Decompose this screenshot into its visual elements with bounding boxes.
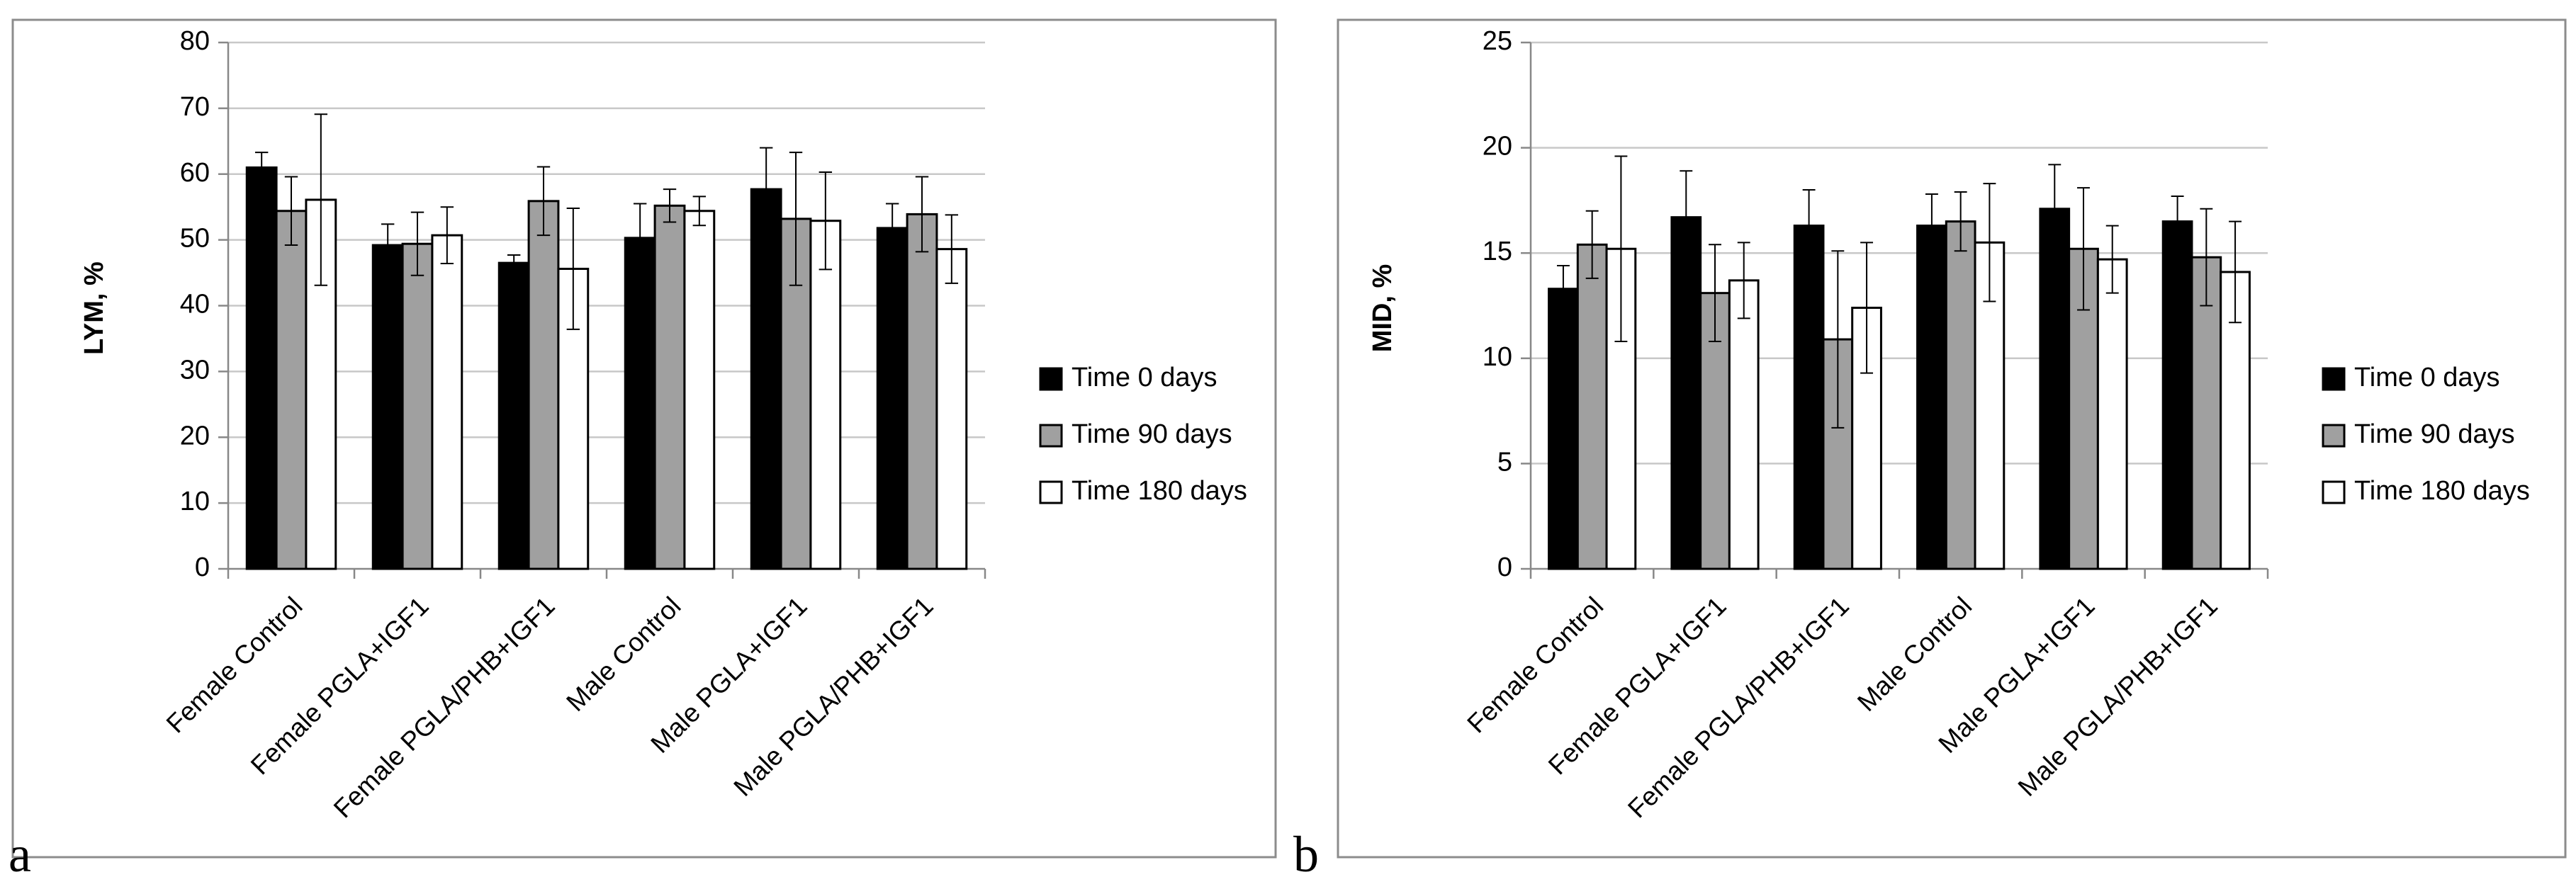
panel-b-bar <box>1576 243 1608 570</box>
panel-b-bar <box>1670 216 1702 570</box>
panel-a-bar <box>750 188 782 570</box>
panel-a-bar <box>624 237 656 570</box>
panel-a-legend-label: Time 0 days <box>1072 363 1217 392</box>
panel-b-legend-swatch <box>2322 367 2346 391</box>
panel-b-y-tick-label: 25 <box>1483 26 1512 56</box>
panel-b-y-tick-label: 20 <box>1483 132 1512 162</box>
panel-a-bar <box>401 242 434 570</box>
panel-a-letter: a <box>9 826 31 883</box>
panel-a-legend-swatch <box>1039 367 1063 391</box>
panel-b-legend: Time 0 days Time 90 days Time 180 days <box>2322 363 2530 506</box>
panel-a-bar <box>431 234 463 570</box>
panel-a-bar <box>371 244 404 570</box>
panel-a-y-tick-label: 40 <box>180 290 210 319</box>
panel-b-bar <box>1793 225 1825 570</box>
panel-a-y-tick-label: 30 <box>180 355 210 385</box>
panel-b-letter: b <box>1293 826 1319 883</box>
panel-a-y-tick-label: 0 <box>195 553 210 582</box>
panel-b-y-tick-label: 5 <box>1497 447 1512 477</box>
panel-b-legend-swatch <box>2322 480 2346 504</box>
panel-a-bar <box>683 210 716 570</box>
panel-b-y-axis-label: MID, % <box>1368 264 1397 353</box>
panel-b-y-tick-label: 10 <box>1483 342 1512 372</box>
panel-b-legend-swatch <box>2322 424 2346 448</box>
panel-a-bar <box>653 204 686 570</box>
panel-b-bar <box>1916 225 1947 570</box>
panel-a-legend-label: Time 90 days <box>1072 419 1232 449</box>
panel-a-y-tick-label: 70 <box>180 92 210 122</box>
panel-a-legend-label: Time 180 days <box>1072 476 1247 506</box>
panel-b-bar <box>1728 279 1760 570</box>
panel-a-y-tick-label: 20 <box>180 421 210 451</box>
panel-b-bar <box>1945 220 1976 570</box>
panel-a-legend-swatch <box>1039 424 1063 448</box>
panel-a-legend: Time 0 days Time 90 days Time 180 days <box>1039 363 1247 506</box>
panel-b-legend-label: Time 0 days <box>2354 363 2500 392</box>
panel-a-bar <box>809 220 842 570</box>
panel-a-legend-swatch <box>1039 480 1063 504</box>
panel-b-y-tick-label: 15 <box>1483 237 1512 266</box>
panel-a-y-tick-label: 80 <box>180 26 210 56</box>
panel-a-bar <box>275 210 308 570</box>
panel-a-y-tick-label: 10 <box>180 487 210 516</box>
panel-b-legend-label: Time 90 days <box>2354 419 2515 449</box>
panel-b-bar <box>2096 258 2128 570</box>
panel-b-legend-label: Time 180 days <box>2354 476 2530 506</box>
panel-a-bar <box>906 213 938 570</box>
panel-b-y-tick-label: 0 <box>1497 553 1512 582</box>
panel-a-y-tick-label: 50 <box>180 224 210 254</box>
panel-a-bar <box>497 261 530 570</box>
panel-b-bar <box>2161 220 2193 570</box>
panel-b-bar <box>2039 208 2071 570</box>
panel-b-bar <box>1548 288 1579 570</box>
panel-a-bar <box>876 227 909 570</box>
panel-a-bar <box>527 200 560 570</box>
panel-a-y-axis-label: LYM, % <box>79 261 109 355</box>
panel-a-y-tick-label: 60 <box>180 158 210 188</box>
panel-a-bar <box>245 166 278 570</box>
panel-a-bar <box>935 248 968 570</box>
